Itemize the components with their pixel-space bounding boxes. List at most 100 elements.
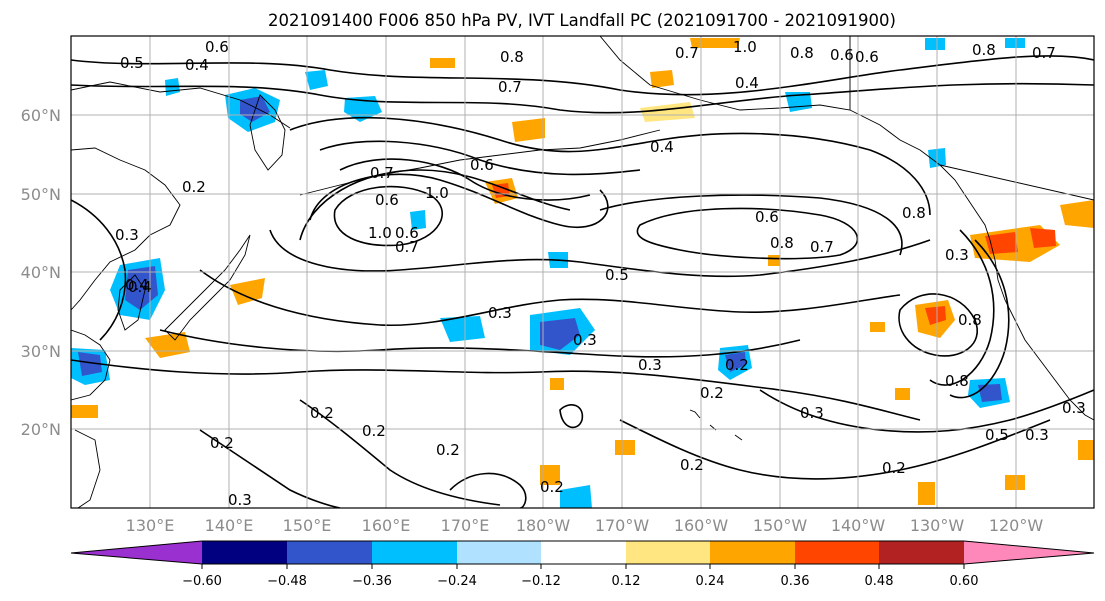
colorbar-tick-label: 0.48 — [865, 574, 894, 589]
pos-shade — [1005, 475, 1025, 490]
contour-label: 1.0 — [368, 224, 392, 242]
contour-label: 0.5 — [985, 426, 1009, 444]
neg-shade — [410, 210, 426, 230]
pv-contour — [269, 229, 931, 278]
contour-label: 0.2 — [882, 459, 906, 477]
longitude-labels: 130°E 140°E 150°E 160°E 170°E 180°W 170°… — [126, 516, 1044, 535]
contour-label: 0.7 — [675, 44, 699, 62]
lon-label: 170°E — [441, 516, 490, 535]
pv-contour — [71, 82, 1094, 114]
colorbar-segment — [372, 541, 457, 564]
contour-label: 0.2 — [362, 422, 386, 440]
contour-label: 0.3 — [945, 246, 969, 264]
contour-label: 0.2 — [310, 404, 334, 422]
contour-label: 0.2 — [725, 356, 749, 374]
pv-contour — [759, 389, 1094, 433]
colorbar-ticks — [201, 564, 965, 569]
lon-label: 150°W — [753, 516, 808, 535]
colorbar-segment — [287, 541, 372, 564]
pos-shade — [512, 118, 545, 142]
contour-label: 0.2 — [210, 434, 234, 452]
contour-label: 0.7 — [370, 164, 394, 182]
coastline-china — [71, 329, 111, 401]
pv-contour — [159, 329, 801, 358]
lat-label: 20°N — [21, 420, 61, 439]
pos-shade — [640, 102, 695, 122]
neg-shade — [560, 485, 592, 508]
colorbar-tick-label: −0.24 — [437, 574, 477, 589]
colorbar-segment — [202, 541, 287, 564]
pos-shade — [1060, 200, 1094, 228]
colorbar-tick-label: −0.12 — [521, 574, 561, 589]
pos-shade — [870, 322, 885, 332]
pos-shade — [71, 405, 98, 418]
neg-shade — [978, 384, 1002, 402]
colorbar-tick-label: 0.24 — [696, 574, 725, 589]
contour-label: 0.2 — [540, 478, 564, 496]
pv-contour — [71, 199, 127, 341]
contour-label: 0.4 — [735, 74, 759, 92]
contour-label: 0.4 — [125, 276, 149, 294]
colorbar-tick-label: −0.48 — [267, 574, 307, 589]
contour-label: 0.2 — [700, 384, 724, 402]
pv-contour — [299, 399, 501, 506]
pv-contour — [199, 429, 341, 508]
latitude-labels: 60°N 50°N 40°N 30°N 20°N — [21, 106, 61, 439]
pos-shade — [918, 482, 935, 505]
contour-label: 0.8 — [902, 204, 926, 222]
coastline-japan — [164, 234, 251, 341]
contour-label: 0.8 — [945, 372, 969, 390]
contour-label: 0.8 — [500, 48, 524, 66]
coastline-asia — [71, 147, 181, 311]
coastline-kamchatka — [249, 94, 286, 171]
pv-contour — [71, 359, 921, 421]
colorbar-extend-low — [71, 541, 202, 564]
colorbar-segment — [626, 541, 710, 564]
pos-shade — [768, 255, 780, 266]
pv-contour — [949, 239, 1010, 399]
contour-label: 0.7 — [810, 238, 834, 256]
colorbar-segment — [795, 541, 879, 564]
pv-contour — [449, 472, 527, 508]
contour-label: 0.2 — [436, 441, 460, 459]
pos-shade — [230, 278, 265, 305]
pos-shade — [985, 232, 1018, 254]
contour-label: 0.3 — [228, 491, 252, 509]
lat-label: 60°N — [21, 106, 61, 125]
colorbar-tick-label: −0.36 — [352, 574, 392, 589]
lon-label: 130°W — [910, 516, 965, 535]
contour-label: 1.0 — [733, 38, 757, 56]
pv-contour — [929, 229, 995, 386]
contour-label: 0.6 — [205, 38, 229, 56]
contour-label: 0.3 — [573, 331, 597, 349]
lon-label: 170°W — [595, 516, 650, 535]
colorbar-segment — [879, 541, 964, 564]
contour-layer — [71, 55, 1094, 508]
pos-shade — [1078, 440, 1094, 460]
contour-label: 0.8 — [972, 41, 996, 59]
contour-label: 0.8 — [770, 234, 794, 252]
map-frame — [70, 35, 1095, 509]
neg-shade — [305, 70, 328, 90]
neg-shade — [540, 318, 580, 350]
contour-label: 0.3 — [115, 226, 139, 244]
pos-shade — [540, 465, 560, 485]
pos-shade — [895, 388, 910, 400]
pos-shade — [650, 70, 674, 88]
contour-label: 0.8 — [790, 44, 814, 62]
pv-contour — [71, 55, 1094, 96]
pv-contour — [599, 194, 903, 256]
pv-contour — [339, 158, 591, 201]
pos-shade — [615, 440, 635, 455]
contour-label: 0.3 — [800, 404, 824, 422]
contour-label: 0.4 — [650, 138, 674, 156]
colorbar-segment — [457, 541, 541, 564]
pv-contour — [636, 207, 859, 260]
pv-contour — [898, 293, 978, 357]
contour-label: 0.3 — [1025, 426, 1049, 444]
colorbar: −0.60 −0.48 −0.36 −0.24 −0.12 0.12 0.24 … — [70, 540, 1095, 589]
coastline-westcoast — [964, 194, 1094, 421]
lon-label: 140°W — [831, 516, 886, 535]
pos-shade — [925, 306, 946, 325]
pv-contour — [319, 140, 641, 176]
